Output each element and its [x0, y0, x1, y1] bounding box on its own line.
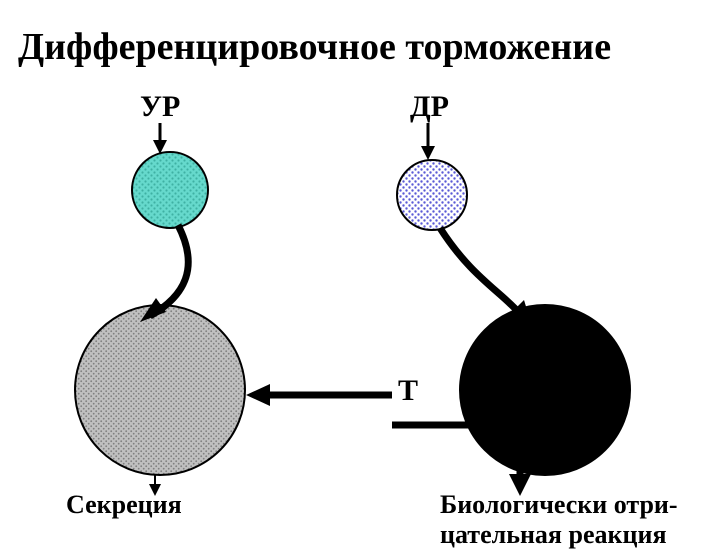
arrow-dr-to-small-right: [421, 123, 435, 160]
arrow-ur-to-small-left: [153, 123, 167, 154]
diagram-svg: [0, 0, 720, 540]
arrow-t-to-big-left: [246, 384, 392, 406]
label-bio-neg-line2: цательная реакция: [440, 520, 667, 550]
arrow-small-right-to-big-right: [440, 228, 532, 326]
title: Дифференцировочное торможение: [18, 25, 611, 69]
label-ur: УР: [140, 90, 180, 124]
node-small-right: [397, 160, 467, 230]
label-bio-neg-line1: Биологически отри-: [440, 490, 678, 520]
label-dr: ДР: [410, 90, 449, 124]
label-secretion: Секреция: [66, 490, 182, 520]
node-big-left: [75, 305, 245, 475]
diagram-canvas: Дифференцировочное торможение УР ДР Т Се…: [0, 0, 720, 540]
node-small-left: [132, 152, 208, 228]
label-t: Т: [398, 374, 418, 408]
node-big-right: [460, 305, 630, 475]
